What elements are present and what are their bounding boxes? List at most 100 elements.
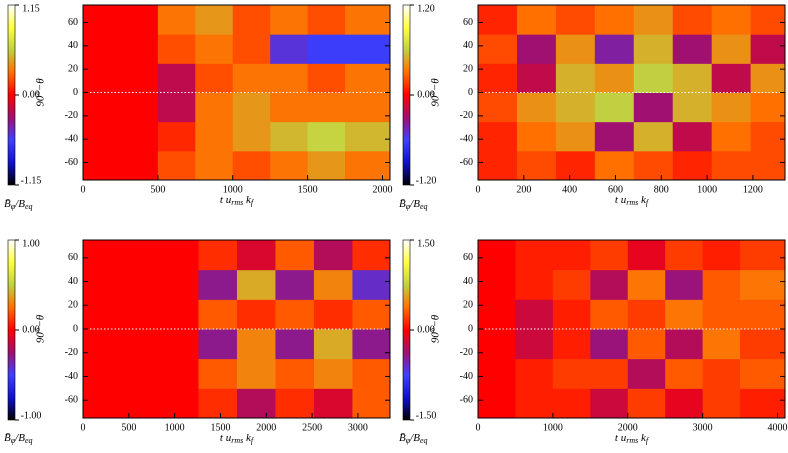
- heat-cell: [750, 92, 786, 123]
- heat-cell: [159, 358, 199, 389]
- y-tick-label: 60: [68, 252, 78, 263]
- x-tick-label: 1000: [697, 184, 717, 195]
- heat-cell: [83, 63, 121, 93]
- heat-cell: [313, 329, 353, 360]
- heat-cell: [672, 150, 713, 181]
- heat-cell: [236, 329, 276, 360]
- heat-cell: [552, 358, 591, 389]
- heat-cell: [740, 240, 786, 271]
- heat-cell: [195, 92, 234, 123]
- heat-cell: [594, 92, 635, 123]
- heat-cell: [345, 92, 391, 123]
- colorbar-label: B̄φ/Beq: [4, 432, 33, 445]
- y-axis-label: 90°−θ: [35, 78, 47, 107]
- x-axis-label-part: rms: [231, 198, 243, 207]
- heat-cell: [232, 5, 271, 35]
- heat-cell: [159, 329, 199, 360]
- colorbar-tick-label: 0.00: [417, 324, 435, 335]
- heat-cell: [555, 121, 596, 152]
- colorbar-label-part: /B: [14, 198, 25, 210]
- colorbar-label: B̄φ/Beq: [4, 198, 33, 211]
- heat-cell: [740, 329, 786, 360]
- colorbar-label-part: B̄: [4, 198, 11, 210]
- heat-cell: [352, 299, 391, 330]
- heat-cell: [352, 269, 391, 300]
- heat-cell: [307, 5, 346, 35]
- heat-cell: [313, 299, 353, 330]
- x-axis-label-part: f: [646, 198, 650, 207]
- heat-cell: [594, 121, 635, 152]
- heat-cell: [307, 150, 346, 181]
- heat-cell: [345, 63, 391, 93]
- heat-cell: [627, 299, 666, 330]
- y-tick-label: 40: [68, 40, 78, 51]
- colorbar-label: B̄φ/Beq: [399, 198, 428, 211]
- colorbar-label-part: /B: [409, 198, 420, 210]
- heat-cell: [236, 388, 276, 419]
- y-tick-label: 0: [73, 87, 78, 98]
- heat-cell: [120, 63, 159, 93]
- x-tick-label: 1500: [298, 184, 318, 195]
- heat-cell: [270, 150, 309, 181]
- heat-cell: [478, 240, 516, 271]
- heat-cell: [665, 388, 704, 419]
- heat-cell: [195, 34, 234, 64]
- heat-cell: [121, 358, 161, 389]
- heat-cell: [711, 121, 752, 152]
- x-axis-label-part: f: [251, 198, 255, 207]
- y-axis-label: 90°−θ: [430, 314, 442, 343]
- colorbar-tick-label: 0.00: [22, 324, 40, 335]
- heat-cell: [516, 150, 557, 181]
- heat-cell: [552, 240, 591, 271]
- heat-cell: [555, 34, 596, 64]
- heat-cell: [120, 5, 159, 35]
- heat-cell: [633, 92, 674, 123]
- heat-cell: [665, 299, 704, 330]
- heat-cell: [590, 269, 629, 300]
- heat-cell: [159, 388, 199, 419]
- heat-cell: [83, 240, 122, 271]
- heat-cell: [270, 34, 309, 64]
- y-tick-label: -40: [460, 371, 473, 382]
- heat-cell: [665, 240, 704, 271]
- heat-cell: [633, 121, 674, 152]
- heat-cell: [307, 92, 346, 123]
- heat-cell: [750, 5, 786, 35]
- heat-cell: [702, 388, 741, 419]
- x-tick-label: 0: [476, 422, 481, 433]
- heat-cell: [552, 329, 591, 360]
- colorbar-label: B̄φ/Beq: [399, 432, 428, 445]
- heat-cell: [552, 388, 591, 419]
- x-axis-label-part: k: [243, 432, 252, 444]
- heat-cell: [345, 5, 391, 35]
- heat-cell: [711, 150, 752, 181]
- heat-cell: [515, 358, 554, 389]
- heat-cell: [555, 92, 596, 123]
- heat-cell: [516, 121, 557, 152]
- heat-cell: [665, 358, 704, 389]
- heat-cell: [83, 5, 121, 35]
- x-axis-label: t urms kf: [615, 432, 650, 445]
- x-axis-label-part: t u: [615, 194, 627, 206]
- heat-cell: [313, 240, 353, 271]
- heat-cell: [633, 63, 674, 93]
- heat-cell: [590, 388, 629, 419]
- heat-cell: [83, 269, 122, 300]
- x-tick-label: 1000: [543, 422, 563, 433]
- heat-cell: [672, 34, 713, 64]
- heat-cell: [275, 329, 315, 360]
- heat-cell: [555, 5, 596, 35]
- heat-cell: [83, 299, 122, 330]
- colorbar-label-part: φ: [406, 436, 411, 445]
- colorbar-label-part: B̄: [399, 198, 406, 210]
- heat-cell: [478, 63, 518, 93]
- heat-cell: [516, 5, 557, 35]
- heat-cell: [275, 299, 315, 330]
- heat-cell: [594, 34, 635, 64]
- heat-cell: [232, 121, 271, 152]
- heat-cell: [307, 63, 346, 93]
- heat-cell: [159, 269, 199, 300]
- heat-cell: [232, 92, 271, 123]
- heat-cell: [198, 329, 238, 360]
